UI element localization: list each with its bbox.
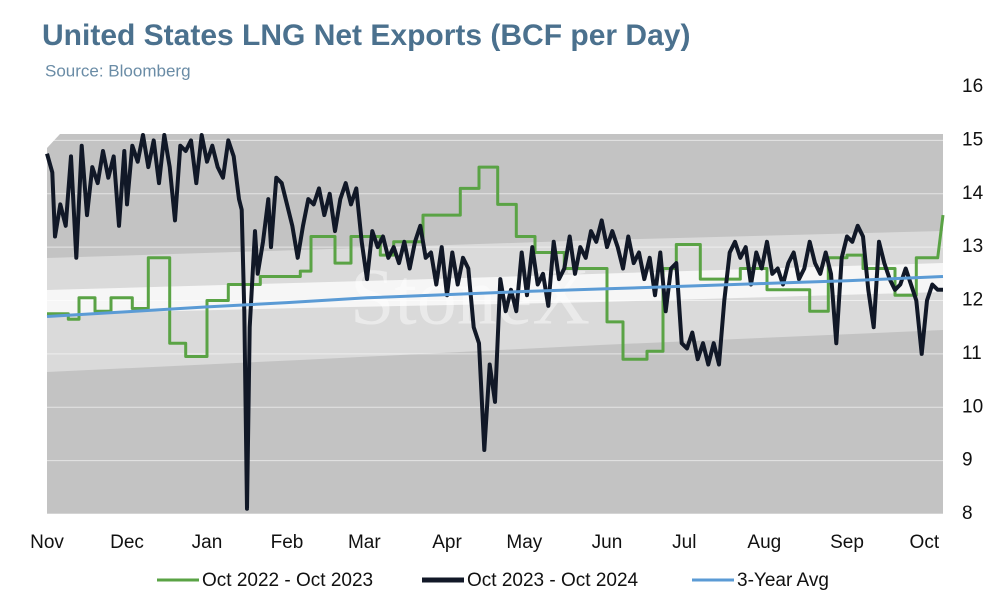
mid-band [47, 263, 943, 314]
legend-label: Oct 2022 - Oct 2023 [202, 570, 373, 591]
x-tick-label: Feb [271, 532, 304, 553]
y-tick-label: 8 [962, 503, 973, 524]
x-tick-label: Jul [672, 532, 696, 553]
x-tick-label: Nov [30, 532, 64, 553]
x-tick-label: Aug [747, 532, 781, 553]
y-tick-label: 12 [962, 290, 983, 311]
x-tick-label: Jan [192, 532, 223, 553]
y-tick-label: 14 [962, 183, 984, 204]
legend-label: 3-Year Avg [737, 570, 829, 591]
axes: 8 9 10 11 12 13 14 15 16 Nov Dec Jan Feb Mar Apr May Jun… [30, 76, 983, 553]
x-tick-label: Sep [830, 532, 864, 553]
series-line [47, 165, 945, 361]
chart-title: United States LNG Net Exports (BCF per D… [42, 19, 690, 52]
chart-subtitle: Source: Bloomberg [45, 61, 191, 80]
legend-label: Oct 2023 - Oct 2024 [467, 570, 639, 591]
series-line [46, 275, 944, 318]
y-tick-label: 15 [962, 129, 983, 150]
grid [47, 86, 943, 515]
y-tick-label: 9 [962, 450, 973, 471]
legend: Oct 2022 - Oct 2023 Oct 2023 - Oct 2024 3-… [157, 570, 829, 591]
x-tick-label: Dec [110, 532, 144, 553]
x-tick-label: Jun [592, 532, 623, 553]
x-tick-label: Oct [910, 532, 940, 553]
x-tick-label: Mar [348, 532, 381, 553]
lines [45, 133, 945, 511]
x-tick-label: May [506, 532, 542, 553]
y-tick-label: 11 [962, 343, 982, 364]
y-tick-label: 13 [962, 236, 983, 257]
y-tick-label: 16 [962, 76, 983, 97]
x-tick-label: Apr [432, 532, 462, 553]
y-tick-label: 10 [962, 396, 983, 417]
series-line [45, 133, 943, 511]
